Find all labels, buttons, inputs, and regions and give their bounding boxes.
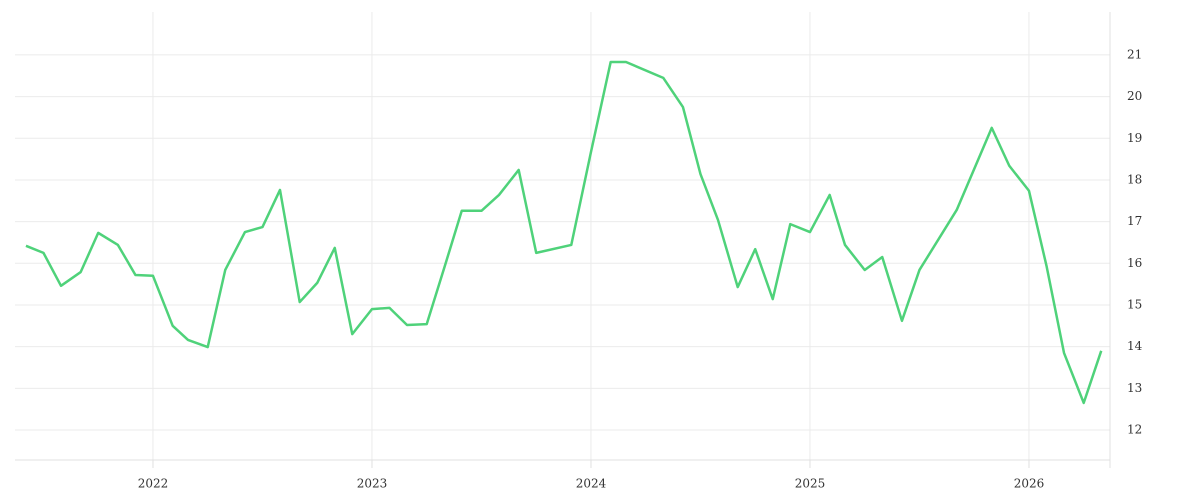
y-tick-label: 17 (1127, 214, 1142, 228)
x-tick-label: 2026 (1014, 477, 1045, 491)
y-tick-label: 18 (1127, 172, 1142, 186)
y-tick-label: 14 (1127, 339, 1143, 353)
y-tick-label: 19 (1127, 131, 1142, 145)
y-tick-label: 15 (1127, 297, 1142, 311)
x-tick-label: 2022 (138, 477, 169, 491)
line (25, 60, 1103, 405)
y-tick-label: 21 (1127, 47, 1142, 61)
x-tick-label: 2025 (795, 477, 826, 491)
x-tick-label: 2023 (357, 477, 388, 491)
y-tick-label: 20 (1127, 89, 1142, 103)
y-tick-label: 16 (1127, 256, 1142, 270)
y-tick-label: 13 (1127, 381, 1142, 395)
y-tick-label: 12 (1127, 422, 1142, 436)
x-tick-label: 2024 (576, 477, 607, 491)
